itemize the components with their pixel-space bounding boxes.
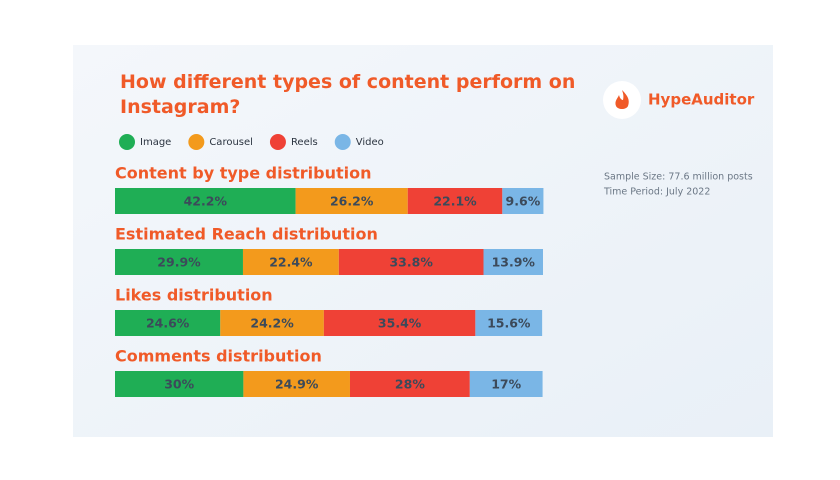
value-label: 24.6% <box>146 316 190 331</box>
bar-segment <box>407 188 503 214</box>
category-label: Likes distribution <box>115 286 273 305</box>
legend-swatch <box>269 134 286 150</box>
legend-label: Image <box>140 137 171 148</box>
value-label: 13.9% <box>492 255 536 270</box>
value-label: 28% <box>395 377 425 392</box>
bar-segment <box>469 371 543 397</box>
chart-title: How different types of content perform o… <box>120 71 576 118</box>
value-label: 26.2% <box>330 194 374 209</box>
value-label: 22.1% <box>433 194 477 209</box>
value-label: 22.4% <box>269 255 313 270</box>
value-label: 33.8% <box>389 255 433 270</box>
bar-segment <box>220 310 324 336</box>
bar-segment <box>115 371 244 397</box>
legend-label: Reels <box>291 137 318 148</box>
bar-segment <box>349 371 470 397</box>
bar-segment <box>115 188 296 214</box>
bar-segment <box>323 310 476 336</box>
bar-segment <box>338 249 484 275</box>
legend-swatch <box>188 134 205 150</box>
value-label: 42.2% <box>184 194 228 209</box>
bar-segment <box>242 249 339 275</box>
bar-segment <box>295 188 408 214</box>
legend-swatch <box>119 134 135 150</box>
category-label: Comments distribution <box>115 347 322 366</box>
value-label: 29.9% <box>157 255 201 270</box>
brand: HypeAuditor <box>648 91 755 109</box>
legend-swatch <box>334 134 351 150</box>
value-label: 35.4% <box>378 316 422 331</box>
value-label: 15.6% <box>487 316 531 331</box>
value-label: 24.2% <box>250 316 294 331</box>
value-label: 17% <box>491 377 521 392</box>
bar-segment <box>115 249 243 275</box>
bar-segment <box>502 188 544 214</box>
value-label: 30% <box>164 377 194 392</box>
category-label: Estimated Reach distribution <box>115 225 378 244</box>
legend-label: Video <box>356 137 384 148</box>
note: Sample Size: 77.6 million posts <box>604 172 753 183</box>
logo-flame <box>615 90 629 109</box>
value-label: 24.9% <box>275 377 319 392</box>
bar-segment <box>243 371 350 397</box>
legend-label: Carousel <box>209 137 253 148</box>
value-label: 9.6% <box>506 194 541 209</box>
note: Time Period: July 2022 <box>603 187 710 198</box>
bar-segment <box>115 310 221 336</box>
bar-segment <box>475 310 543 336</box>
category-label: Content by type distribution <box>115 164 371 183</box>
bar-segment <box>483 249 543 275</box>
